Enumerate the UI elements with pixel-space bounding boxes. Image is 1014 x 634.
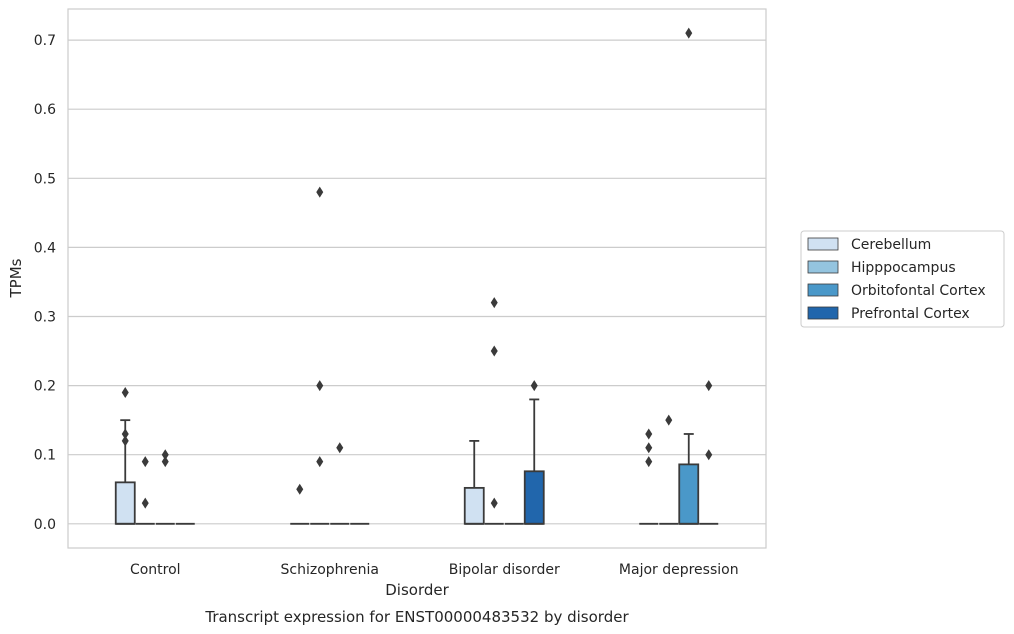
- box-group: [523, 380, 545, 525]
- box-group: [659, 414, 679, 525]
- box-group: [463, 439, 485, 525]
- y-tick-label: 0.3: [34, 310, 56, 326]
- chart-title: Transcript expression for ENST0000048353…: [204, 608, 629, 626]
- outlier-point: [121, 387, 129, 399]
- outlier-point: [705, 380, 713, 392]
- outlier-point: [645, 442, 653, 454]
- legend-swatch: [807, 260, 839, 274]
- outlier-point: [530, 380, 538, 392]
- outlier-point: [490, 497, 498, 509]
- outlier-point: [121, 435, 129, 447]
- legend-label: Orbitofontal Cortex: [851, 283, 986, 299]
- outlier-point: [121, 428, 129, 440]
- legend-frame: [800, 230, 1005, 328]
- outlier-point: [490, 297, 498, 309]
- y-tick-label: 0.6: [34, 102, 56, 118]
- outlier-point: [141, 456, 149, 468]
- outlier-point: [336, 442, 344, 454]
- box-group: [678, 27, 700, 525]
- outlier-point: [316, 456, 324, 468]
- box-group: [330, 442, 350, 525]
- box-group: [135, 456, 155, 525]
- outlier-point: [685, 27, 693, 39]
- y-tick-label: 0.7: [34, 33, 56, 49]
- x-tick-label: Control: [130, 562, 181, 578]
- legend-label: Hipppocampus: [851, 260, 956, 276]
- plot-background: [68, 9, 766, 548]
- legend-label: Prefrontal Cortex: [851, 306, 970, 322]
- legend: Cerebellum Hipppocampus Orbitofontal Corte…: [800, 230, 1005, 328]
- box: [678, 463, 700, 525]
- box-group: [484, 297, 504, 525]
- x-tick-label: Bipolar disorder: [449, 562, 560, 578]
- y-tick-label: 0.0: [34, 517, 56, 533]
- outlier-point: [296, 483, 304, 495]
- y-axis-label: TPMs: [7, 258, 25, 298]
- box: [114, 481, 136, 525]
- box-group: [699, 380, 719, 525]
- gridlines: [68, 39, 766, 525]
- x-axis-label: Disorder: [385, 581, 449, 599]
- outlier-point: [645, 428, 653, 440]
- box: [523, 470, 545, 525]
- box-group: [155, 449, 175, 525]
- plot-frame: [67, 8, 767, 549]
- legend-swatch: [807, 306, 839, 320]
- box-group: [639, 428, 659, 525]
- x-tick-label: Schizophrenia: [281, 562, 379, 578]
- outlier-point: [645, 456, 653, 468]
- y-tick-label: 0.2: [34, 379, 56, 395]
- box-plots: [114, 27, 719, 525]
- legend-label: Cerebellum: [851, 237, 931, 253]
- outlier-point: [161, 449, 169, 461]
- outlier-point: [141, 497, 149, 509]
- y-tick-label: 0.5: [34, 171, 56, 187]
- legend-swatch: [807, 283, 839, 297]
- outlier-point: [665, 414, 673, 426]
- outlier-point: [161, 456, 169, 468]
- box: [463, 486, 485, 525]
- legend-swatch: [807, 237, 839, 251]
- y-tick-label: 0.1: [34, 448, 56, 464]
- box-group: [114, 387, 136, 525]
- y-tick-label: 0.4: [34, 240, 56, 256]
- outlier-point: [490, 345, 498, 357]
- outlier-point: [316, 186, 324, 198]
- x-tick-label: Major depression: [619, 562, 739, 578]
- outlier-point: [316, 380, 324, 392]
- outlier-point: [705, 449, 713, 461]
- box-group: [310, 186, 330, 525]
- box-group: [290, 483, 310, 525]
- y-tick-labels: 0.0 0.1 0.2 0.3 0.4 0.5 0.6 0.7: [34, 33, 56, 533]
- x-tick-labels: Control Schizophrenia Bipolar disorder Majo…: [130, 562, 739, 578]
